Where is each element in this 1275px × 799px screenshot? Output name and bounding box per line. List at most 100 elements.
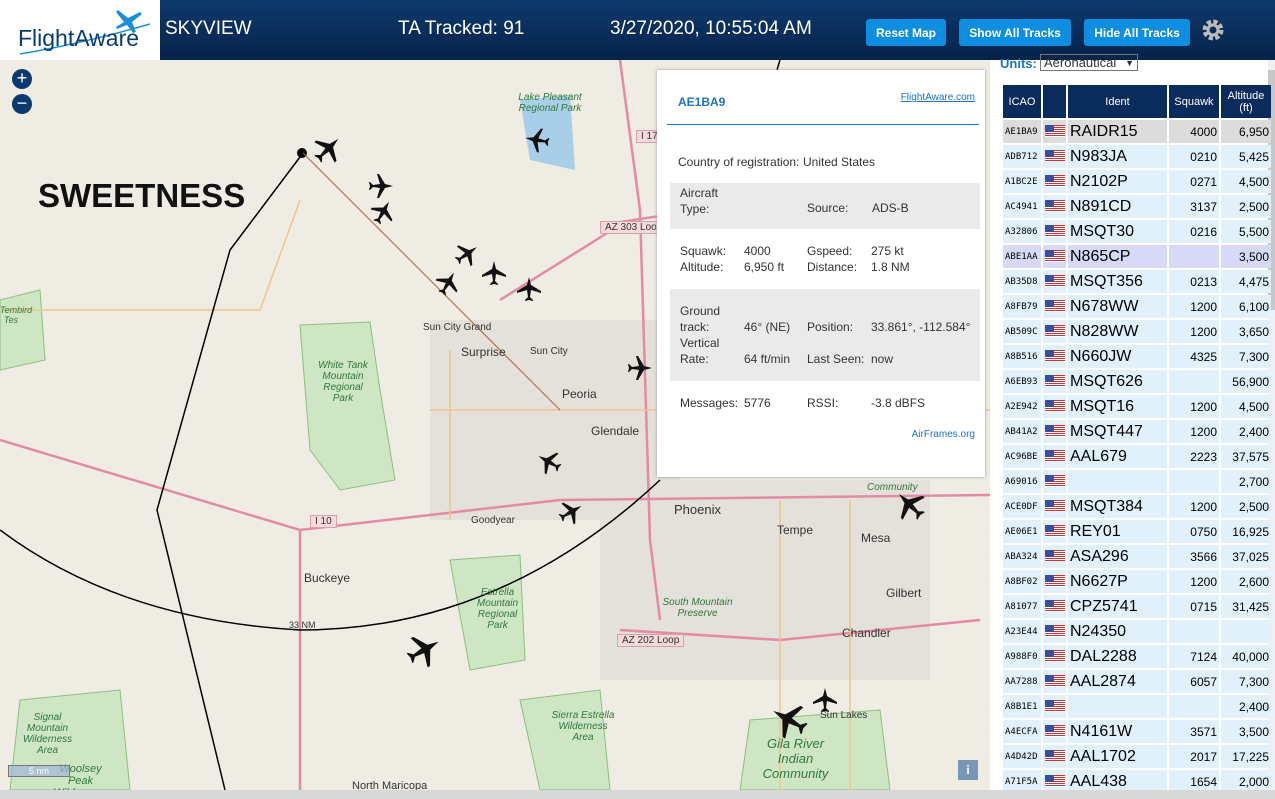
aircraft-row[interactable]: A988F0 DAL2288 7124 40,000 [1003,645,1271,668]
flag-cell [1043,620,1066,643]
zoom-out[interactable]: − [12,94,32,114]
aircraft-icon[interactable] [308,129,349,170]
place-label: Tembird Tes [0,305,33,325]
popup-label: Last Seen: [807,352,865,366]
aircraft-icon[interactable] [888,483,932,527]
aircraft-row[interactable]: AB35D8 MSQT356 0213 4,475 [1003,270,1271,293]
aircraft-row[interactable]: ADB712 N983JA 0210 5,425 [1003,145,1271,168]
flag-icon [1045,200,1065,213]
aircraft-row[interactable]: AB41A2 MSQT447 1200 2,400 [1003,420,1271,443]
aircraft-icon[interactable] [517,277,541,301]
flag-icon [1045,500,1065,513]
aircraft-icon[interactable] [450,237,483,270]
popup-label: Distance: [807,260,858,274]
aircraft-row[interactable]: AA7288 AAL2874 6057 7,300 [1003,670,1271,693]
icao-cell: AE1BA9 [1003,120,1041,143]
aircraft-icon[interactable] [369,174,393,198]
squawk-cell: 0715 [1169,595,1219,618]
aircraft-icon[interactable] [432,267,465,300]
aircraft-icon[interactable] [533,446,566,479]
settings-icon[interactable] [1201,18,1225,42]
flag-icon [1045,450,1065,463]
aircraft-icon[interactable] [367,196,400,229]
popup-value: 1.8 NM [871,260,910,274]
ident-cell: MSQT626 [1068,370,1167,393]
aircraft-row[interactable]: A4ECFA N4161W 3571 3,500 [1003,720,1271,743]
altitude-cell: 37,575 [1221,445,1271,468]
popup-label: Gspeed: [807,244,853,258]
zoom-in[interactable]: + [12,69,32,89]
aircraft-row[interactable]: ABE1AA N865CP 3,500 [1003,245,1271,268]
aircraft-row[interactable]: A23E44 N24350 [1003,620,1271,643]
aircraft-row[interactable]: A32806 MSQT30 0216 5,500 [1003,220,1271,243]
logo[interactable]: FlightAware [0,0,160,60]
aircraft-row[interactable]: ABA324 ASA296 3566 37,025 [1003,545,1271,568]
popup-link[interactable]: FlightAware.com [900,92,975,103]
aircraft-row[interactable]: A8B516 N660JW 4325 7,300 [1003,345,1271,368]
info-button[interactable]: i [958,760,978,780]
squawk-cell: 0271 [1169,170,1219,193]
aircraft-icon[interactable] [401,627,447,673]
squawk-cell: 3571 [1169,720,1219,743]
squawk-cell [1169,695,1219,718]
aircraft-row[interactable]: AE1BA9 RAIDR15 4000 6,950 [1003,120,1271,143]
aircraft-row[interactable]: A69016 2,700 [1003,470,1271,493]
squawk-cell: 4000 [1169,120,1219,143]
aircraft-row[interactable]: AE06E1 REY01 0750 16,925 [1003,520,1271,543]
column-header[interactable]: Squawk [1169,85,1219,118]
ident-cell: CPZ5741 [1068,595,1167,618]
altitude-cell: 2,600 [1221,570,1271,593]
aircraft-icon[interactable] [813,688,837,712]
squawk-cell: 1200 [1169,295,1219,318]
flag-icon [1045,650,1065,663]
squawk-cell: 3137 [1169,195,1219,218]
popup-value: United States [803,155,876,169]
popup-value: 5776 [744,396,771,410]
altitude-cell: 7,300 [1221,670,1271,693]
aircraft-icon[interactable] [482,261,506,285]
aircraft-row[interactable]: A6EB93 MSQT626 56,900 [1003,370,1271,393]
column-header[interactable]: Ident [1068,85,1167,118]
aircraft-icon[interactable] [628,356,652,380]
reset-map-button[interactable]: Reset Map [866,19,946,46]
place-label: Chandler [842,626,891,640]
popup-link[interactable]: AirFrames.org [911,429,975,440]
hide-tracks-button[interactable]: Hide All Tracks [1084,19,1190,46]
aircraft-row[interactable]: AB509C N828WW 1200 3,650 [1003,320,1271,343]
icao-cell: A4ECFA [1003,720,1041,743]
range-ring-label: 33 NM [289,620,316,630]
aircraft-row[interactable]: A4D42D AAL1702 2017 17,225 [1003,745,1271,768]
flag-icon [1045,300,1065,313]
units-select[interactable]: Aeronautical ▼ [1040,54,1138,71]
popup-divider [667,124,979,125]
aircraft-row[interactable]: ACE0DF MSQT384 1200 2,500 [1003,495,1271,518]
aircraft-row[interactable]: A8FB79 N678WW 1200 6,100 [1003,295,1271,318]
altitude-cell: 2,400 [1221,695,1271,718]
aircraft-row[interactable]: A8BF02 N6627P 1200 2,600 [1003,570,1271,593]
altitude-cell: 2,400 [1221,420,1271,443]
column-header[interactable]: ICAO [1003,85,1041,118]
icao-cell: ACE0DF [1003,495,1041,518]
aircraft-row[interactable]: AC4941 N891CD 3137 2,500 [1003,195,1271,218]
icao-cell: ABE1AA [1003,245,1041,268]
altitude-cell: 2,700 [1221,470,1271,493]
aircraft-row[interactable]: A81077 CPZ5741 0715 31,425 [1003,595,1271,618]
popup-label: Position: [807,320,854,334]
squawk-cell: 2223 [1169,445,1219,468]
show-tracks-button[interactable]: Show All Tracks [959,19,1071,46]
scrollbar[interactable] [1268,60,1275,799]
altitude-cell: 4,500 [1221,170,1271,193]
aircraft-row[interactable]: A8B1E1 2,400 [1003,695,1271,718]
flag-cell [1043,470,1066,493]
aircraft-icon[interactable] [764,695,813,744]
icao-cell: A8B516 [1003,345,1041,368]
aircraft-row[interactable]: A2E942 MSQT16 1200 4,500 [1003,395,1271,418]
aircraft-icon[interactable] [523,126,551,154]
aircraft-row[interactable]: A71F5A AAL438 1654 2,000 [1003,770,1271,793]
column-header[interactable]: Altitude (ft) [1221,85,1271,118]
aircraft-row[interactable]: AC96BE AAL679 2223 37,575 [1003,445,1271,468]
aircraft-icon[interactable] [555,496,588,529]
squawk-cell: 3566 [1169,545,1219,568]
aircraft-row[interactable]: A1BC2E N2102P 0271 4,500 [1003,170,1271,193]
